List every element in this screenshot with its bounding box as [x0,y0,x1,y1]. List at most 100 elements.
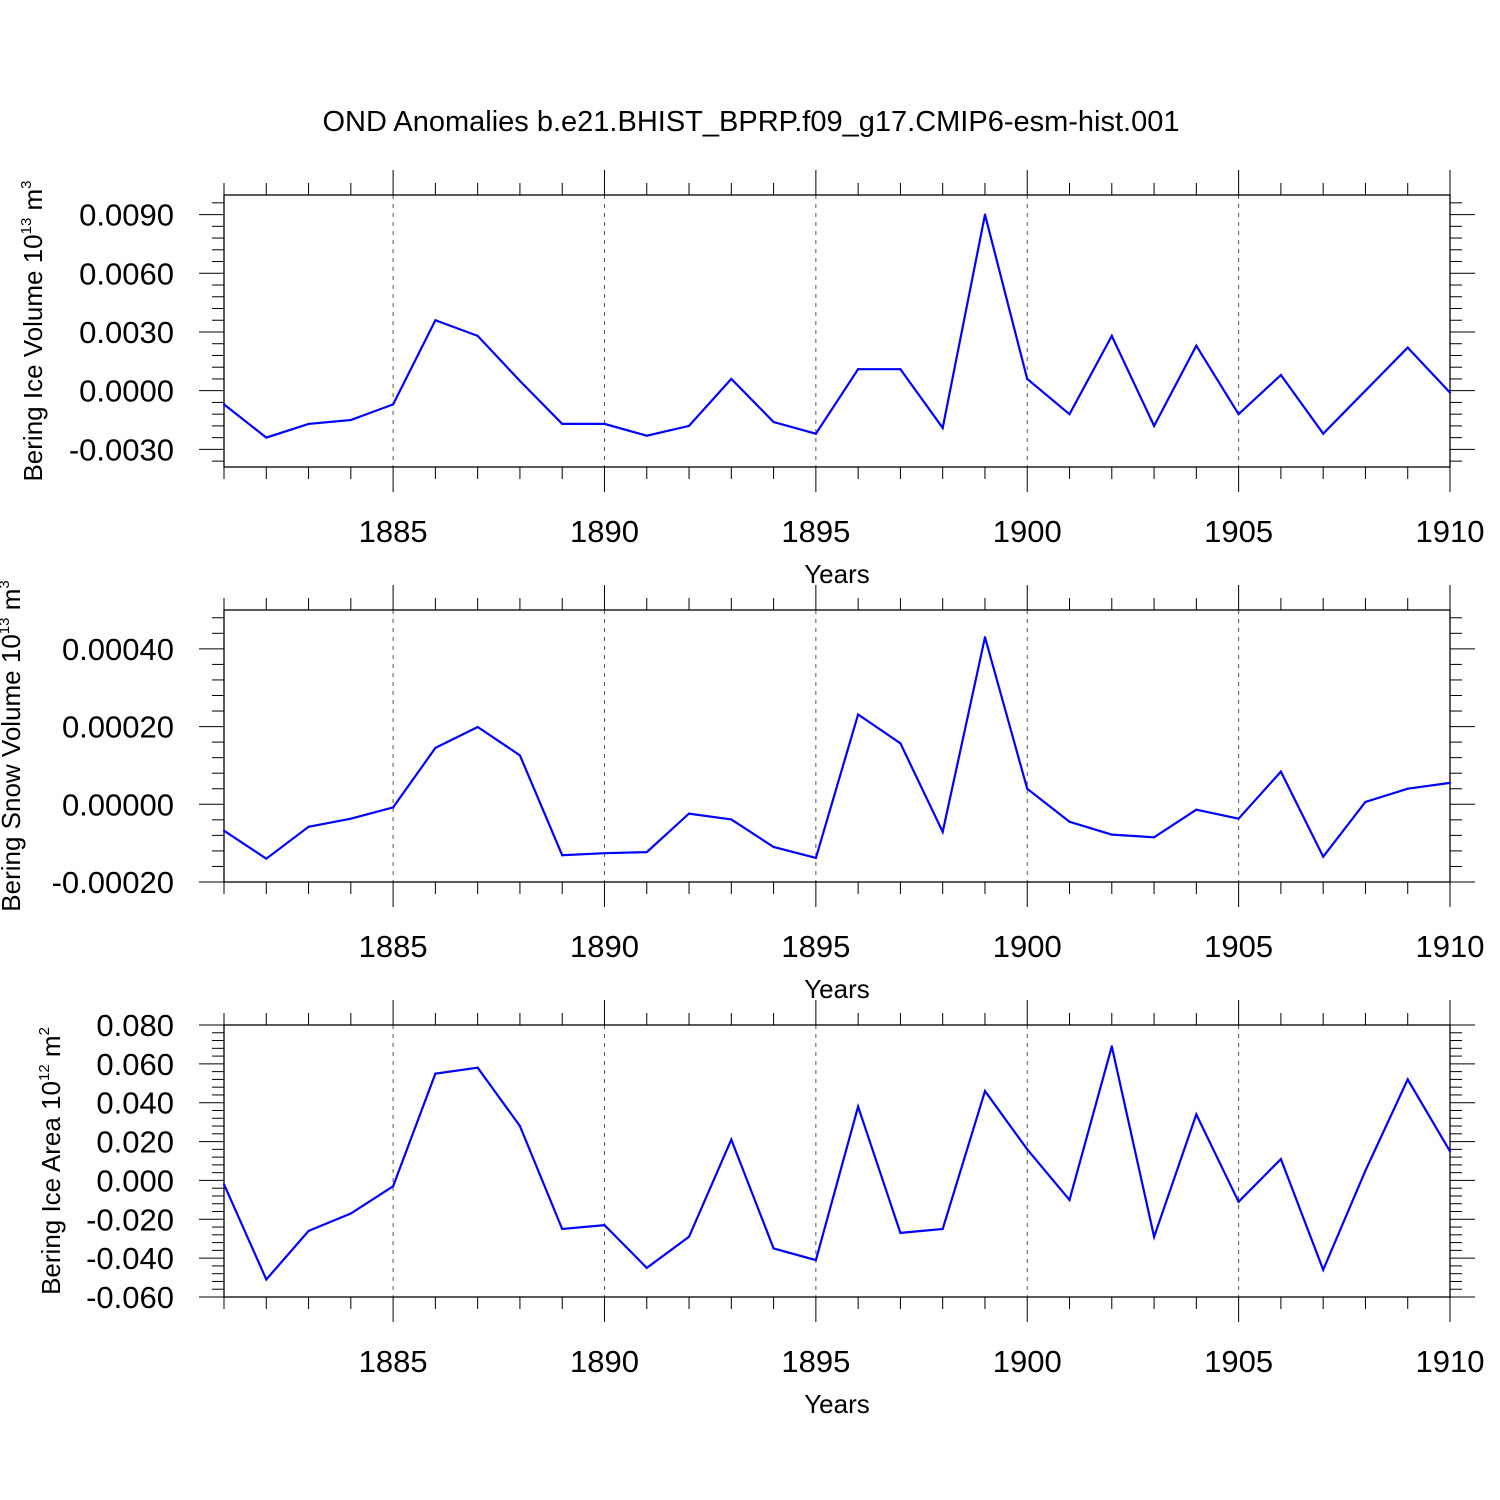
data-point [1237,1200,1240,1203]
x-tick-label: 1900 [993,929,1062,964]
data-point [518,379,522,382]
y-axis-label: Bering Snow Volume 1013 m3 [0,580,26,911]
data-point [857,368,860,371]
data-point [1152,424,1156,428]
y-tick-label: -0.040 [86,1241,174,1276]
y-tick-label: 0.00020 [62,710,174,745]
data-point [476,725,479,729]
data-point [730,377,733,381]
data-point [1068,413,1071,416]
x-tick-label: 1905 [1204,929,1273,964]
data-point [518,754,522,757]
x-tick-label: 1885 [359,514,428,549]
y-axis-label: Bering Ice Volume 1013 m3 [18,180,48,481]
data-point [265,857,268,860]
y-tick-label: 0.00000 [62,787,174,822]
data-point [434,746,437,750]
data-point [814,432,817,435]
data-point [561,1227,564,1231]
data-point [307,422,310,426]
data-point [645,1266,648,1269]
data-point [392,403,395,406]
data-point [1110,833,1113,836]
data-point [1279,373,1282,377]
y-tick-label: -0.020 [86,1202,174,1237]
data-point [1406,787,1409,790]
plot-frame [223,1024,1451,1298]
data-point [645,434,648,437]
data-point [1026,787,1029,790]
series-line [223,636,1451,861]
data-point [1195,344,1198,347]
data-point [1026,377,1029,381]
x-tick-label: 1905 [1204,514,1273,549]
x-tick-label: 1910 [1416,514,1485,549]
x-tick-label: 1895 [781,514,850,549]
y-tick-label: 0.040 [96,1086,174,1121]
x-tick-label: 1905 [1204,1344,1273,1379]
data-point [476,1066,479,1069]
x-tick-label: 1885 [359,1344,428,1379]
x-tick-label: 1885 [359,929,428,964]
data-point [772,420,775,424]
data-point [1322,1268,1325,1271]
data-point [1237,817,1240,820]
x-tick-label: 1900 [993,514,1062,549]
data-point [1068,820,1071,823]
data-point [983,636,987,639]
x-tick-label: 1890 [570,1344,639,1379]
data-point [687,812,691,815]
data-point [561,422,564,426]
figure-title: OND Anomalies b.e21.BHIST_BPRP.f09_g17.C… [323,106,1180,138]
data-point [1364,800,1367,804]
data-point [899,368,902,371]
data-point [392,1185,395,1188]
data-point [603,852,606,855]
data-point [265,436,268,439]
data-point [1152,836,1156,839]
data-point [814,856,817,860]
data-point [1195,1113,1198,1116]
plot-frame [223,609,1451,883]
data-point [941,830,944,833]
data-point [1026,1148,1029,1151]
data-point [857,1105,860,1108]
data-point [1322,855,1325,858]
panel-1: 1885 1890 1895 1900 1905 1910 Years -0.0030 0.00… [18,170,1484,589]
y-tick-label: -0.060 [86,1280,174,1315]
data-point [1322,432,1325,435]
data-point [434,319,437,322]
data-point [772,1247,775,1250]
data-point [434,1072,437,1075]
data-point [772,845,775,849]
y-tick-label: 0.000 [96,1163,174,1198]
data-point [222,829,226,832]
data-point [518,1124,522,1128]
data-point [392,806,395,809]
data-point [222,403,226,406]
data-point [349,418,352,422]
data-point [1110,334,1113,337]
data-point [1364,1169,1367,1172]
y-tick-label: 0.00040 [62,632,174,667]
x-axis-label: Years [804,974,870,1004]
plot-frame [223,194,1451,468]
data-point [1279,770,1282,773]
y-tick-label: -0.0030 [69,432,174,467]
data-point [265,1278,268,1281]
data-point [1279,1157,1282,1161]
y-tick-label: 0.0000 [79,374,174,409]
x-tick-label: 1895 [781,929,850,964]
x-axis-label: Years [804,1389,870,1419]
data-point [730,1138,733,1141]
x-tick-label: 1910 [1416,1344,1485,1379]
y-tick-label: 0.020 [96,1125,174,1160]
data-point [983,213,987,216]
data-point [899,742,902,745]
data-point [1110,1045,1113,1048]
x-tick-label: 1890 [570,929,639,964]
y-tick-label: -0.00020 [52,865,174,900]
data-point [307,1229,310,1233]
y-tick-label: 0.0030 [79,315,174,350]
